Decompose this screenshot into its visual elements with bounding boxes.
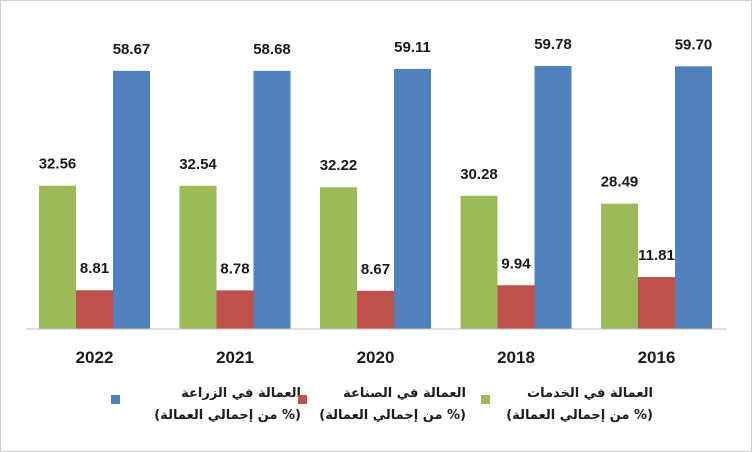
data-label-services-2016: 28.49 xyxy=(601,174,639,191)
data-label-agriculture-2022: 58.67 xyxy=(113,41,151,58)
x-tick-label-2018: 2018 xyxy=(497,348,535,367)
bar-agriculture-2021 xyxy=(253,70,291,330)
bar-services-2022 xyxy=(39,185,76,329)
bar-services-2020 xyxy=(320,187,357,329)
bar-services-2016 xyxy=(601,203,638,329)
bar-services-2021 xyxy=(179,185,217,329)
x-tick-label-2020: 2020 xyxy=(357,348,395,367)
legend-label-industry: العمالة في الصناعة (% من إجمالي العمالة) xyxy=(319,383,466,427)
legend-swatch-industry xyxy=(298,395,307,404)
data-label-agriculture-2016: 59.70 xyxy=(675,36,713,53)
bar-industry-2022 xyxy=(76,290,113,329)
bar-industry-2016 xyxy=(638,277,675,329)
bar-agriculture-2016 xyxy=(675,66,712,329)
bar-industry-2021 xyxy=(216,290,254,329)
data-labels-layer: 32.56 8.81 58.67 32.54 8.78 58.68 32.22 8.67 59.… xyxy=(39,36,713,278)
legend-item-agriculture: العمالة في الزراعة (% من إجمالي العمالة) xyxy=(111,383,301,433)
x-tick-labels-layer: 2022 2021 2020 2018 2016 xyxy=(76,348,676,367)
legend-swatch-agriculture xyxy=(111,395,120,404)
bar-agriculture-2018 xyxy=(534,65,572,329)
bars-layer xyxy=(39,65,712,330)
data-label-services-2018: 30.28 xyxy=(460,166,498,183)
bar-agriculture-2020 xyxy=(394,68,431,329)
data-label-industry-2016: 11.81 xyxy=(638,247,675,264)
data-label-industry-2020: 8.67 xyxy=(361,261,390,278)
data-label-industry-2021: 8.78 xyxy=(220,260,249,277)
legend-label-industry-line1: العمالة في الصناعة xyxy=(343,386,466,401)
data-label-services-2021: 32.54 xyxy=(179,156,217,173)
x-tick-label-2016: 2016 xyxy=(638,348,676,367)
legend-label-services-line1: العمالة في الخدمات xyxy=(527,386,653,401)
data-label-services-2022: 32.56 xyxy=(39,156,77,173)
legend-label-services-line2: (% من إجمالي العمالة) xyxy=(506,408,653,423)
x-tick-label-2021: 2021 xyxy=(216,348,254,367)
bar-agriculture-2022 xyxy=(113,70,150,330)
legend-label-agriculture: العمالة في الزراعة (% من إجمالي العمالة) xyxy=(154,383,301,427)
legend-item-services: العمالة في الخدمات (% من إجمالي العمالة) xyxy=(481,383,653,433)
legend-item-industry: العمالة في الصناعة (% من إجمالي العمالة) xyxy=(298,383,466,433)
bar-services-2018 xyxy=(460,195,498,329)
data-label-agriculture-2018: 59.78 xyxy=(534,36,572,53)
data-label-agriculture-2021: 58.68 xyxy=(253,41,291,58)
legend-label-industry-line2: (% من إجمالي العمالة) xyxy=(319,408,466,423)
legend-label-agriculture-line2: (% من إجمالي العمالة) xyxy=(154,408,301,423)
data-label-industry-2022: 8.81 xyxy=(80,260,109,277)
legend-label-agriculture-line1: العمالة في الزراعة xyxy=(181,386,301,401)
legend-swatch-services xyxy=(481,395,490,404)
x-tick-label-2022: 2022 xyxy=(76,348,114,367)
bar-industry-2020 xyxy=(357,290,394,329)
data-label-industry-2018: 9.94 xyxy=(501,255,531,272)
bar-industry-2018 xyxy=(497,285,535,329)
legend-label-services: العمالة في الخدمات (% من إجمالي العمالة) xyxy=(506,383,653,427)
data-label-agriculture-2020: 59.11 xyxy=(394,39,431,56)
data-label-services-2020: 32.22 xyxy=(320,157,358,174)
